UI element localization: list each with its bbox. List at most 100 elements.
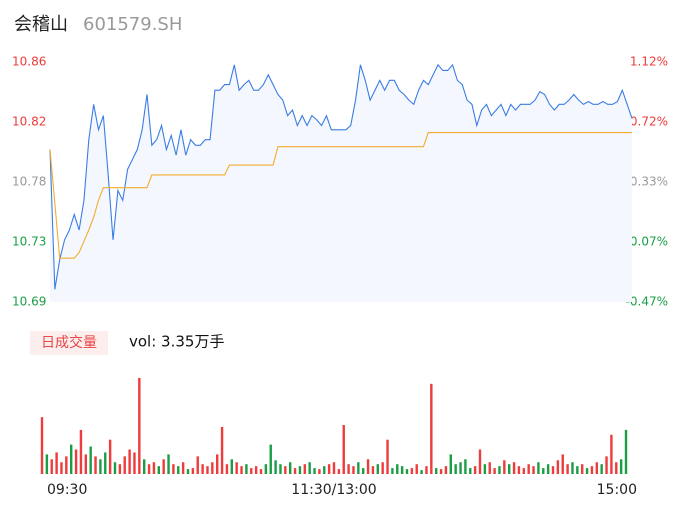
volume-bar: [274, 460, 277, 474]
volume-bar: [279, 464, 282, 474]
volume-bar: [138, 377, 141, 474]
volume-bar: [206, 466, 209, 474]
volume-bar: [162, 459, 165, 474]
volume-bar: [435, 468, 438, 474]
volume-bar: [444, 466, 448, 474]
volume-bar: [50, 459, 53, 474]
y2-tick-label: -0.47%: [626, 295, 668, 309]
y-tick-label: 10.78: [12, 175, 46, 189]
volume-bar: [473, 466, 477, 474]
volume-bar: [425, 466, 428, 474]
volume-bar: [439, 469, 443, 474]
volume-bar: [332, 462, 336, 474]
volume-bar: [493, 468, 496, 474]
volume-bar: [517, 466, 521, 474]
volume-bar: [65, 456, 68, 474]
volume-bar: [508, 464, 511, 474]
volume-bar: [362, 468, 365, 474]
volume-bar: [254, 466, 258, 474]
y-tick-label: 10.73: [12, 235, 46, 249]
volume-bar: [610, 434, 613, 474]
y2-tick-label: -0.07%: [626, 235, 668, 249]
volume-bar: [381, 462, 384, 474]
volume-bar: [84, 454, 87, 474]
volume-bar: [590, 466, 594, 474]
volume-bar: [133, 452, 136, 474]
stock-name: 会稽山: [14, 14, 68, 35]
y2-tick-label: 0.72%: [630, 115, 668, 129]
volume-bar: [225, 464, 229, 474]
volume-bar: [478, 449, 482, 474]
volume-bar: [99, 459, 102, 474]
volume-bar: [167, 454, 170, 474]
volume-bar: [605, 456, 608, 474]
volume-bar: [89, 446, 92, 474]
volume-bar: [186, 469, 190, 474]
volume-bar: [147, 464, 151, 474]
volume-bar: [211, 462, 214, 474]
volume-bar: [74, 449, 78, 474]
x-tick-label: 09:30: [47, 482, 87, 498]
y2-tick-label: 1.12%: [630, 55, 668, 69]
volume-bar: [303, 464, 306, 474]
volume-label: 日成交量: [41, 334, 97, 351]
volume-bar: [376, 464, 379, 474]
volume-bar: [405, 469, 409, 474]
y-tick-label: 10.82: [12, 115, 46, 129]
volume-bar: [527, 464, 530, 474]
volume-bar: [483, 464, 487, 474]
y-tick-label: 10.86: [12, 55, 46, 69]
volume-bar: [191, 468, 195, 474]
volume-bar: [600, 464, 603, 474]
volume-bar: [318, 469, 321, 474]
volume-bar: [546, 464, 550, 474]
series-line: [49, 63, 633, 290]
volume-bar: [327, 464, 331, 474]
volume-bar: [323, 466, 326, 474]
stock-code: 601579.SH: [83, 14, 182, 35]
volume-bar: [289, 462, 292, 474]
volume-bar: [624, 429, 628, 474]
volume-bar: [459, 462, 462, 474]
volume-bar: [269, 444, 272, 474]
volume-bar: [469, 468, 472, 474]
y-tick-label: 10.69: [12, 295, 46, 309]
volume-bar: [298, 466, 302, 474]
volume-bar: [55, 452, 58, 474]
volume-bar: [216, 454, 219, 474]
volume-bar: [230, 459, 233, 474]
volume-bar: [104, 452, 107, 474]
volume-bar: [615, 462, 618, 474]
volume-bar: [595, 462, 598, 474]
volume-bar: [430, 383, 433, 474]
volume-bar: [79, 429, 83, 474]
volume-bar: [532, 466, 535, 474]
volume-bar: [512, 462, 516, 474]
volume-bar: [143, 459, 146, 474]
volume-bar: [235, 462, 238, 474]
volume-bar: [391, 468, 394, 474]
volume-bar: [240, 466, 243, 474]
volume-bar: [94, 456, 97, 474]
volume-bar: [415, 464, 418, 474]
volume-bar: [542, 468, 545, 474]
volume-bar: [196, 456, 199, 474]
volume-bar: [245, 464, 248, 474]
volume-total: vol: 3.35万手: [129, 333, 224, 351]
volume-bar: [571, 462, 574, 474]
volume-bar: [488, 462, 491, 474]
volume-bar: [113, 462, 117, 474]
x-tick-label: 11:30/13:00: [291, 482, 376, 498]
volume-bar: [396, 464, 399, 474]
volume-bar: [181, 462, 185, 474]
volume-bar: [70, 444, 73, 474]
volume-bar: [347, 464, 350, 474]
volume-bar: [293, 468, 297, 474]
volume-bar: [503, 460, 506, 474]
volume-bar: [284, 466, 287, 474]
volume-bar: [386, 439, 389, 474]
volume-bar: [400, 466, 404, 474]
volume-bar: [556, 460, 560, 474]
volume-bar: [177, 466, 180, 474]
